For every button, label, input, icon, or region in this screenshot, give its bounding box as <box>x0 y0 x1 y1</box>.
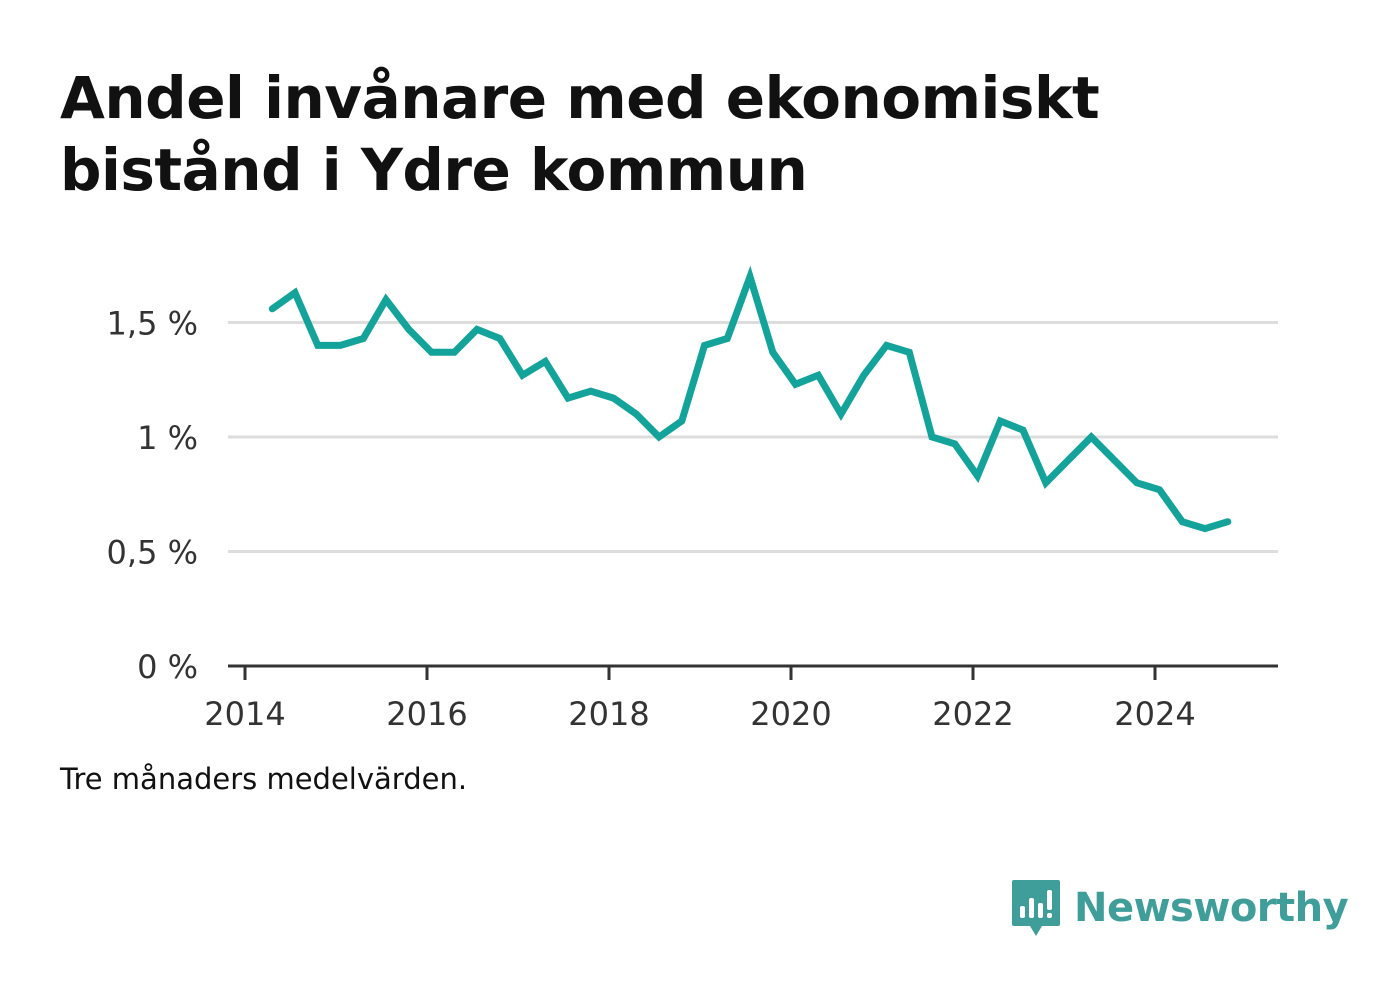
brand-logo[interactable]: Newsworthy <box>1010 878 1349 938</box>
footnote: Tre månaders medelvärden. <box>60 762 468 796</box>
y-tick-label: 1 % <box>137 419 198 457</box>
gridlines <box>228 321 1278 553</box>
y-tick-label: 0 % <box>137 648 198 686</box>
newsworthy-logo-icon <box>1012 880 1060 936</box>
series-layer <box>268 265 1232 533</box>
y-tick-label: 1,5 % <box>107 305 198 343</box>
x-tick-label: 2014 <box>204 695 285 733</box>
axes: 0 % 0,5 % 1 % 1,5 % 2014 2016 2018 2020 2022 2024 <box>107 305 1278 733</box>
x-tick-label: 2024 <box>1114 695 1195 733</box>
x-tick-label: 2020 <box>750 695 831 733</box>
x-tick-label: 2022 <box>932 695 1013 733</box>
x-tick-label: 2016 <box>386 695 467 733</box>
x-tick-label: 2018 <box>568 695 649 733</box>
series-line <box>268 265 1232 533</box>
chart-title: Andel invånare med ekonomiskt bistånd i … <box>60 64 1100 204</box>
y-tick-label: 0,5 % <box>107 534 198 572</box>
brand-name: Newsworthy <box>1074 885 1349 931</box>
